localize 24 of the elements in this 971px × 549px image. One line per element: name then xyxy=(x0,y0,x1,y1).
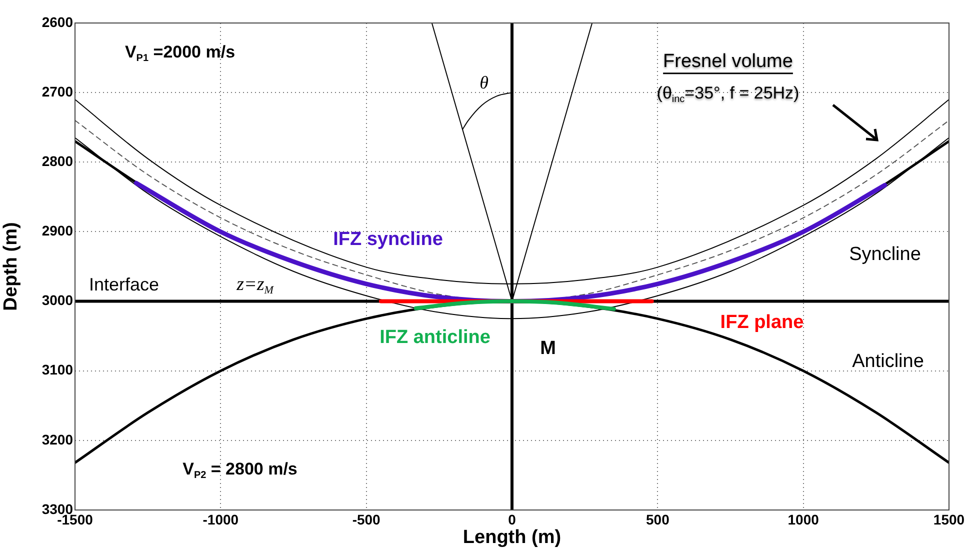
y-tick-label: 2600 xyxy=(42,14,74,30)
x-tick-label: -1000 xyxy=(202,511,239,528)
text: IFZ plane xyxy=(720,312,804,334)
series-label: IFZ syncline xyxy=(333,229,443,250)
x-axis-title: Length (m) xyxy=(462,526,562,548)
x-tick-label: 500 xyxy=(646,511,670,528)
y-tick-label: 3100 xyxy=(42,362,74,378)
ref-line-label: Interface xyxy=(89,274,160,294)
x-tick-label: 1500 xyxy=(933,511,965,528)
annotation: θ xyxy=(480,72,489,93)
y-axis-title: Depth (m) xyxy=(0,222,22,311)
y-tick-label: 2800 xyxy=(42,153,74,169)
series-label: Anticline xyxy=(852,351,924,372)
y-tick-label: 3200 xyxy=(42,431,74,448)
x-tick-label: 1000 xyxy=(788,511,820,528)
series-label: Syncline xyxy=(849,244,921,266)
x-tick-label: 0 xyxy=(508,511,516,528)
annotation: M xyxy=(540,338,556,360)
y-tick-label: 2700 xyxy=(42,83,74,100)
annotation: Fresnel volume xyxy=(663,51,793,72)
y-tick-label: 3000 xyxy=(42,292,74,308)
series-label: IFZ anticline xyxy=(380,327,490,348)
x-tick-label: -500 xyxy=(352,511,381,528)
y-tick-label: 2900 xyxy=(42,222,74,239)
